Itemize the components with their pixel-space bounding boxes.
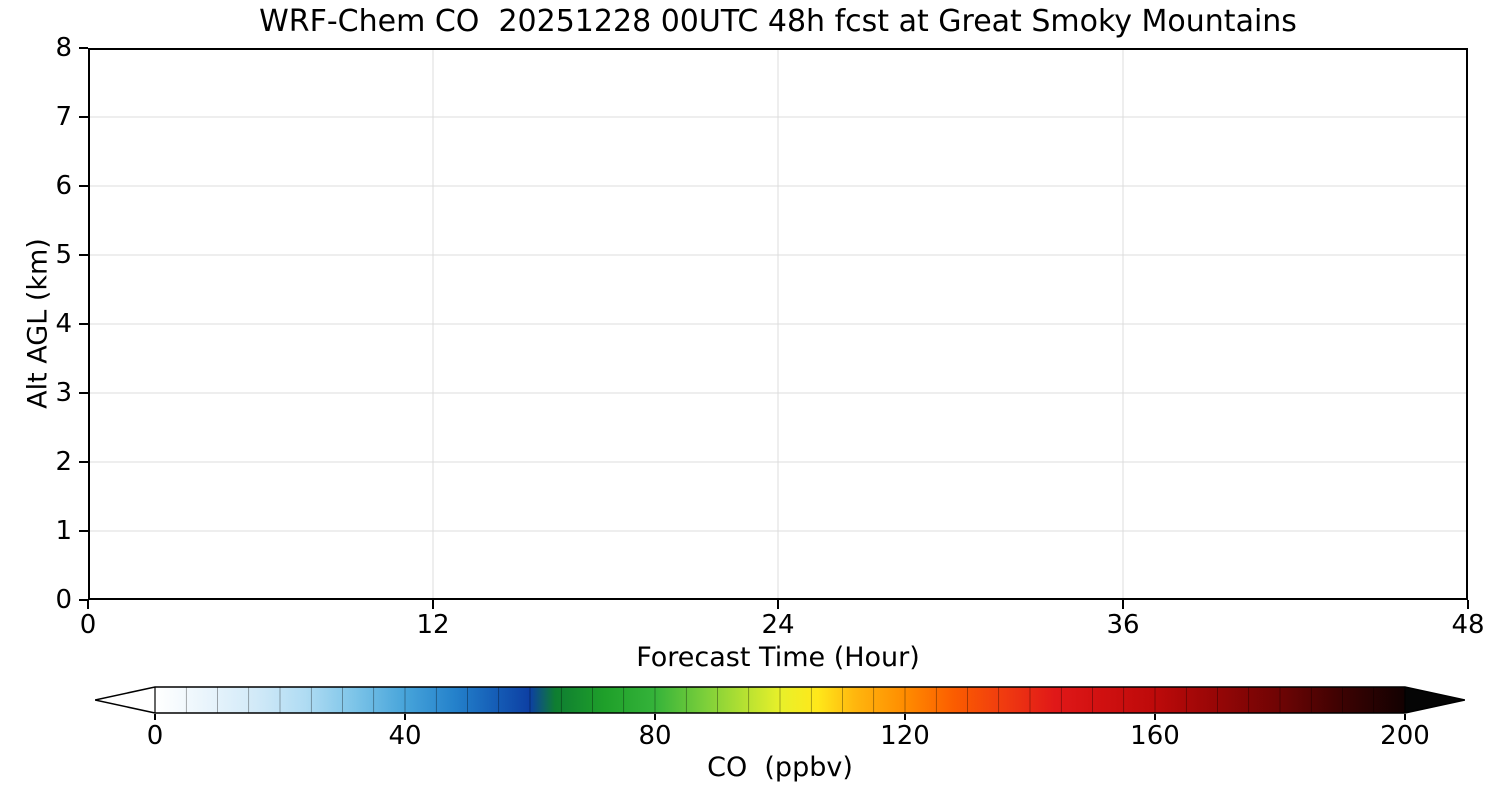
y-tick-label: 0 [55,585,72,615]
colorbar-under-arrow [95,687,155,713]
y-tick-label: 1 [55,516,72,546]
colorbar-tick-mark [654,714,656,720]
chart-title: WRF-Chem CO 20251228 00UTC 48h fcst at G… [259,4,1297,39]
y-tick-mark [79,599,88,601]
x-axis-label: Forecast Time (Hour) [636,642,920,673]
colorbar-tick-label: 0 [146,721,164,751]
colorbar-tick-label: 160 [1130,721,1180,751]
y-tick-label: 4 [55,309,72,339]
y-tick-mark [79,392,88,394]
colorbar-outline [95,686,1465,714]
colorbar-tick-mark [1404,714,1406,720]
y-tick-mark [79,254,88,256]
colorbar-tick-label: 40 [388,721,422,751]
x-tick-label: 48 [1451,610,1485,640]
y-tick-mark [79,530,88,532]
x-tick-mark [1122,600,1124,609]
colorbar-tick-label: 200 [1380,721,1430,751]
axes-frame [88,48,1468,600]
colorbar-tick-mark [154,714,156,720]
x-tick-label: 12 [416,610,450,640]
y-tick-mark [79,116,88,118]
y-tick-label: 5 [55,240,72,270]
colorbar-tick-label: 120 [880,721,930,751]
y-tick-mark [79,47,88,49]
x-tick-mark [777,600,779,609]
colorbar [95,686,1465,714]
y-tick-label: 3 [55,378,72,408]
colorbar-tick-label: 80 [638,721,672,751]
colorbar-over-arrow [1405,687,1465,713]
colorbar-tick-mark [1154,714,1156,720]
y-tick-mark [79,323,88,325]
x-tick-mark [87,600,89,609]
colorbar-tick-mark [904,714,906,720]
y-tick-label: 8 [55,33,72,63]
x-tick-label: 36 [1106,610,1140,640]
x-tick-mark [432,600,434,609]
colorbar-tick-mark [404,714,406,720]
plot-area [88,48,1468,600]
x-tick-label: 0 [79,610,97,640]
y-tick-mark [79,185,88,187]
y-tick-label: 6 [55,171,72,201]
colorbar-label: CO (ppbv) [707,752,853,783]
x-tick-label: 24 [761,610,795,640]
x-tick-mark [1467,600,1469,609]
y-tick-label: 7 [55,102,72,132]
y-tick-mark [79,461,88,463]
y-tick-label: 2 [55,447,72,477]
